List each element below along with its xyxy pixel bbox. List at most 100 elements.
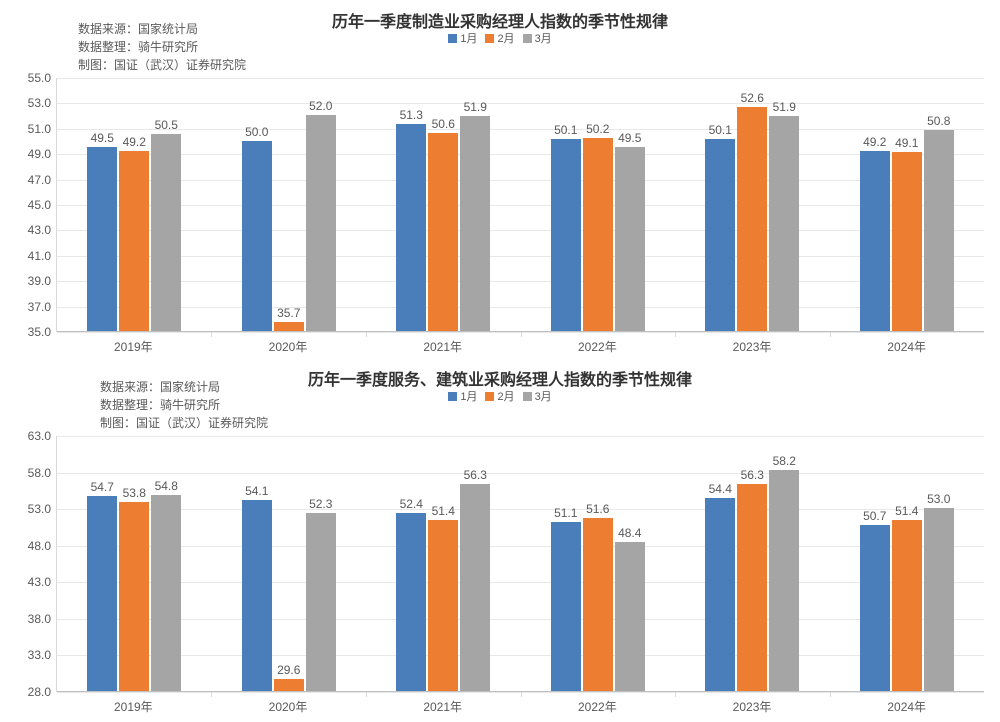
category-group: 52.451.456.3	[366, 436, 521, 691]
y-tick-label: 47.0	[28, 173, 57, 187]
category-group: 54.753.854.8	[57, 436, 212, 691]
category-group: 54.129.652.3	[212, 436, 367, 691]
bar-value-label: 54.4	[709, 482, 732, 498]
bar-feb: 51.4	[892, 520, 922, 691]
bar-mar: 53.0	[924, 508, 954, 691]
x-tick-label: 2019年	[56, 338, 211, 355]
bar-jan: 50.1	[705, 139, 735, 331]
bar-value-label: 51.6	[586, 502, 609, 518]
x-axis-labels: 2019年2020年2021年2022年2023年2024年	[56, 338, 984, 355]
category-group: 49.549.250.5	[57, 78, 212, 331]
bar-feb: 50.6	[428, 133, 458, 331]
source-line: 数据来源：国家统计局	[78, 20, 246, 38]
legend-item-feb: 2月	[485, 30, 514, 46]
bar-value-label: 54.7	[91, 480, 114, 496]
bar-mar: 56.3	[460, 484, 490, 691]
legend-swatch-icon	[523, 392, 532, 401]
bar-feb: 49.2	[119, 151, 149, 331]
bar-feb: 52.6	[737, 107, 767, 331]
legend-swatch-icon	[523, 34, 532, 43]
chart-panel-pmi-svc: 历年一季度服务、建筑业采购经理人指数的季节性规律1月2月3月数据来源：国家统计局…	[0, 360, 1000, 722]
bar-mar: 51.9	[460, 116, 490, 331]
bar-value-label: 54.1	[245, 484, 268, 500]
legend-swatch-icon	[485, 34, 494, 43]
y-tick-label: 33.0	[28, 648, 57, 662]
bar-value-label: 50.2	[586, 122, 609, 138]
bar-value-label: 51.9	[464, 100, 487, 116]
bar-jan: 50.7	[860, 525, 890, 691]
y-tick-label: 43.0	[28, 223, 57, 237]
bar-value-label: 51.9	[773, 100, 796, 116]
bar-value-label: 52.0	[309, 99, 332, 115]
x-tick-label: 2020年	[211, 338, 366, 355]
x-tick-label: 2024年	[829, 338, 984, 355]
bar-value-label: 53.8	[123, 486, 146, 502]
bar-value-label: 56.3	[741, 468, 764, 484]
chart-panel-pmi-mfg: 历年一季度制造业采购经理人指数的季节性规律1月2月3月数据来源：国家统计局数据整…	[0, 0, 1000, 360]
x-tick-label: 2021年	[365, 698, 520, 715]
bar-feb: 53.8	[119, 502, 149, 691]
y-tick-label: 37.0	[28, 300, 57, 314]
legend-item-mar: 3月	[523, 30, 552, 46]
category-group: 50.035.752.0	[212, 78, 367, 331]
bar-value-label: 50.8	[927, 114, 950, 130]
x-tick-label: 2020年	[211, 698, 366, 715]
x-tick-label: 2023年	[675, 698, 830, 715]
legend-swatch-icon	[485, 392, 494, 401]
x-tick	[366, 332, 367, 337]
bar-feb: 51.4	[428, 520, 458, 691]
bar-value-label: 51.3	[400, 108, 423, 124]
category-group: 49.249.150.8	[830, 78, 985, 331]
bar-jan: 50.1	[551, 139, 581, 331]
legend-label: 2月	[497, 30, 514, 46]
bar-jan: 54.7	[87, 496, 117, 691]
y-tick-label: 43.0	[28, 575, 57, 589]
bar-value-label: 50.5	[155, 118, 178, 134]
bar-jan: 52.4	[396, 513, 426, 691]
x-tick-label: 2019年	[56, 698, 211, 715]
legend-item-jan: 1月	[448, 30, 477, 46]
x-tick	[211, 692, 212, 697]
bar-value-label: 51.4	[895, 504, 918, 520]
bar-mar: 50.8	[924, 130, 954, 331]
y-tick-label: 53.0	[28, 502, 57, 516]
x-tick	[521, 692, 522, 697]
bar-feb: 49.1	[892, 152, 922, 331]
y-tick-label: 35.0	[28, 325, 57, 339]
legend-item-feb: 2月	[485, 388, 514, 404]
bar-value-label: 58.2	[773, 454, 796, 470]
plot-area: 28.033.038.043.048.053.058.063.054.753.8…	[56, 436, 984, 692]
source-attribution: 数据来源：国家统计局数据整理：骑牛研究所制图：国证（武汉）证券研究院	[78, 20, 246, 74]
bar-value-label: 56.3	[464, 468, 487, 484]
category-group: 51.350.651.9	[366, 78, 521, 331]
x-tick	[675, 692, 676, 697]
bar-value-label: 49.5	[91, 131, 114, 147]
x-tick-label: 2024年	[829, 698, 984, 715]
bar-mar: 48.4	[615, 542, 645, 691]
legend-label: 1月	[460, 30, 477, 46]
bar-mar: 51.9	[769, 116, 799, 331]
y-tick-label: 39.0	[28, 274, 57, 288]
bar-value-label: 51.4	[432, 504, 455, 520]
bar-value-label: 50.1	[709, 123, 732, 139]
source-line: 制图：国证（武汉）证券研究院	[100, 414, 268, 432]
bar-mar: 50.5	[151, 134, 181, 331]
bar-mar: 54.8	[151, 495, 181, 691]
y-tick-label: 48.0	[28, 539, 57, 553]
bar-jan: 50.0	[242, 141, 272, 332]
x-tick	[830, 332, 831, 337]
source-line: 数据整理：骑牛研究所	[78, 38, 246, 56]
bar-value-label: 50.6	[432, 117, 455, 133]
bar-jan: 51.3	[396, 124, 426, 331]
category-group: 54.4 56.3 58.2	[675, 436, 830, 691]
x-axis-labels: 2019年2020年2021年2022年2023年2024年	[56, 698, 984, 715]
category-group: 50.150.249.5	[521, 78, 676, 331]
legend-label: 1月	[460, 388, 477, 404]
category-group: 50.751.453.0	[830, 436, 985, 691]
bar-jan: 49.5	[87, 147, 117, 331]
legend-label: 3月	[535, 30, 552, 46]
x-tick-label: 2021年	[365, 338, 520, 355]
bar-value-label: 51.1	[554, 506, 577, 522]
y-tick-label: 55.0	[28, 71, 57, 85]
bar-jan: 54.4	[705, 498, 735, 691]
